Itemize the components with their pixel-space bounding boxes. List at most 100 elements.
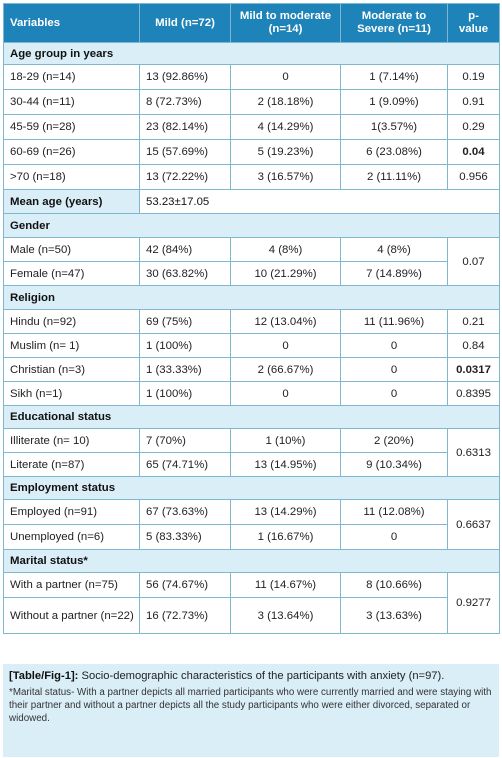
table-row: Unemployed (n=6) 5 (83.33%) 1 (16.67%) 0 bbox=[3, 524, 500, 550]
section-row-employment: Employment status bbox=[3, 476, 500, 500]
cell-mild: 13 (92.86%) bbox=[139, 64, 231, 90]
cell-p-value: 0.21 bbox=[447, 309, 500, 334]
cell-moderate-severe: 7 (14.89%) bbox=[340, 261, 448, 286]
row-label: With a partner (n=75) bbox=[3, 572, 140, 598]
row-label: Male (n=50) bbox=[3, 237, 140, 262]
cell-p-value: 0.0317 bbox=[447, 357, 500, 382]
mean-age-row: Mean age (years) 53.23±17.05 bbox=[3, 189, 500, 214]
row-label: Illiterate (n= 10) bbox=[3, 428, 140, 453]
cell-mild: 8 (72.73%) bbox=[139, 89, 231, 115]
table-row: Muslim (n= 1) 1 (100%) 0 0 0.84 bbox=[3, 333, 500, 358]
section-label: Age group in years bbox=[3, 42, 500, 65]
cell-moderate-severe: 2 (11.11%) bbox=[340, 164, 448, 190]
cell-moderate-severe: 1(3.57%) bbox=[340, 114, 448, 140]
cell-moderate-severe: 3 (13.63%) bbox=[340, 597, 448, 634]
cell-moderate-severe: 1 (9.09%) bbox=[340, 89, 448, 115]
cell-mild-moderate: 4 (14.29%) bbox=[230, 114, 341, 140]
cell-moderate-severe: 8 (10.66%) bbox=[340, 572, 448, 598]
mean-age-label: Mean age (years) bbox=[3, 189, 140, 214]
cell-moderate-severe: 9 (10.34%) bbox=[340, 452, 448, 477]
row-label: 60-69 (n=26) bbox=[3, 139, 140, 165]
cell-mild: 56 (74.67%) bbox=[139, 572, 231, 598]
cell-mild-moderate: 13 (14.95%) bbox=[230, 452, 341, 477]
section-label: Religion bbox=[3, 285, 500, 310]
cell-mild-moderate: 13 (14.29%) bbox=[230, 499, 341, 525]
cell-mild: 69 (75%) bbox=[139, 309, 231, 334]
table-row: Without a partner (n=22) 16 (72.73%) 3 (… bbox=[3, 597, 500, 634]
section-row-gender: Gender bbox=[3, 213, 500, 238]
table-row: Female (n=47) 30 (63.82%) 10 (21.29%) 7 … bbox=[3, 261, 500, 286]
cell-mild-moderate: 2 (66.67%) bbox=[230, 357, 341, 382]
cell-mild: 5 (83.33%) bbox=[139, 524, 231, 550]
table-row: Illiterate (n= 10) 7 (70%) 1 (10%) 2 (20… bbox=[3, 428, 500, 477]
row-label: Muslim (n= 1) bbox=[3, 333, 140, 358]
cell-moderate-severe: 0 bbox=[340, 333, 448, 358]
section-label: Educational status bbox=[3, 405, 500, 429]
section-row-religion: Religion bbox=[3, 285, 500, 310]
cell-mild-moderate: 5 (19.23%) bbox=[230, 139, 341, 165]
cell-mild: 23 (82.14%) bbox=[139, 114, 231, 140]
cell-p-value: 0.07 bbox=[447, 237, 500, 286]
cell-p-value: 0.8395 bbox=[447, 381, 500, 406]
row-label: 30-44 (n=11) bbox=[3, 89, 140, 115]
section-row-education: Educational status bbox=[3, 405, 500, 429]
table-row: 30-44 (n=11) 8 (72.73%) 2 (18.18%) 1 (9.… bbox=[3, 89, 500, 115]
cell-mild: 67 (73.63%) bbox=[139, 499, 231, 525]
cell-mild-moderate: 0 bbox=[230, 333, 341, 358]
section-row-age: Age group in years bbox=[3, 42, 500, 65]
header-p-value: p-value bbox=[447, 3, 500, 43]
cell-moderate-severe: 0 bbox=[340, 524, 448, 550]
caption-title: [Table/Fig-1]: Socio-demographic charact… bbox=[9, 669, 493, 683]
row-label: Female (n=47) bbox=[3, 261, 140, 286]
row-label: Literate (n=87) bbox=[3, 452, 140, 477]
cell-mild: 30 (63.82%) bbox=[139, 261, 231, 286]
row-label: >70 (n=18) bbox=[3, 164, 140, 190]
table-row: Male (n=50) 42 (84%) 4 (8%) 4 (8%) 0.07 bbox=[3, 237, 500, 286]
cell-moderate-severe: 11 (12.08%) bbox=[340, 499, 448, 525]
caption-text: Socio-demographic characteristics of the… bbox=[78, 670, 445, 682]
cell-p-value: 0.29 bbox=[447, 114, 500, 140]
cell-mild: 65 (74.71%) bbox=[139, 452, 231, 477]
header-variables: Variables bbox=[3, 3, 140, 43]
cell-moderate-severe: 11 (11.96%) bbox=[340, 309, 448, 334]
section-label: Gender bbox=[3, 213, 500, 238]
cell-mild: 15 (57.69%) bbox=[139, 139, 231, 165]
cell-p-value: 0.91 bbox=[447, 89, 500, 115]
cell-p-value: 0.956 bbox=[447, 164, 500, 190]
caption-footnote: *Marital status- With a partner depicts … bbox=[9, 687, 492, 724]
section-label: Employment status bbox=[3, 476, 500, 500]
row-label: Unemployed (n=6) bbox=[3, 524, 140, 550]
row-label: Employed (n=91) bbox=[3, 499, 140, 525]
table-row: Literate (n=87) 65 (74.71%) 13 (14.95%) … bbox=[3, 452, 500, 477]
cell-mild-moderate: 2 (18.18%) bbox=[230, 89, 341, 115]
mean-age-value: 53.23±17.05 bbox=[139, 189, 500, 214]
section-row-marital: Marital status* bbox=[3, 549, 500, 573]
table-row: Christian (n=3) 1 (33.33%) 2 (66.67%) 0 … bbox=[3, 357, 500, 382]
table-row: With a partner (n=75) 56 (74.67%) 11 (14… bbox=[3, 572, 500, 634]
cell-mild: 1 (100%) bbox=[139, 381, 231, 406]
cell-moderate-severe: 6 (23.08%) bbox=[340, 139, 448, 165]
cell-moderate-severe: 2 (20%) bbox=[340, 428, 448, 453]
cell-mild-moderate: 1 (16.67%) bbox=[230, 524, 341, 550]
row-label: 45-59 (n=28) bbox=[3, 114, 140, 140]
row-label: 18-29 (n=14) bbox=[3, 64, 140, 90]
cell-moderate-severe: 0 bbox=[340, 381, 448, 406]
header-mild-to-moderate: Mild to moderate (n=14) bbox=[230, 3, 341, 43]
cell-moderate-severe: 4 (8%) bbox=[340, 237, 448, 262]
table-row: 60-69 (n=26) 15 (57.69%) 5 (19.23%) 6 (2… bbox=[3, 139, 500, 165]
cell-mild-moderate: 0 bbox=[230, 381, 341, 406]
row-label: Hindu (n=92) bbox=[3, 309, 140, 334]
cell-mild: 16 (72.73%) bbox=[139, 597, 231, 634]
cell-p-value: 0.9277 bbox=[447, 572, 500, 634]
cell-mild-moderate: 1 (10%) bbox=[230, 428, 341, 453]
cell-mild-moderate: 11 (14.67%) bbox=[230, 572, 341, 598]
header-row: Variables Mild (n=72) Mild to moderate (… bbox=[3, 3, 500, 43]
row-label: Sikh (n=1) bbox=[3, 381, 140, 406]
row-label: Christian (n=3) bbox=[3, 357, 140, 382]
cell-p-value: 0.19 bbox=[447, 64, 500, 90]
cell-p-value: 0.04 bbox=[447, 139, 500, 165]
table-row: Employed (n=91) 67 (73.63%) 13 (14.29%) … bbox=[3, 499, 500, 550]
table-row: 18-29 (n=14) 13 (92.86%) 0 1 (7.14%) 0.1… bbox=[3, 64, 500, 90]
cell-mild-moderate: 3 (16.57%) bbox=[230, 164, 341, 190]
